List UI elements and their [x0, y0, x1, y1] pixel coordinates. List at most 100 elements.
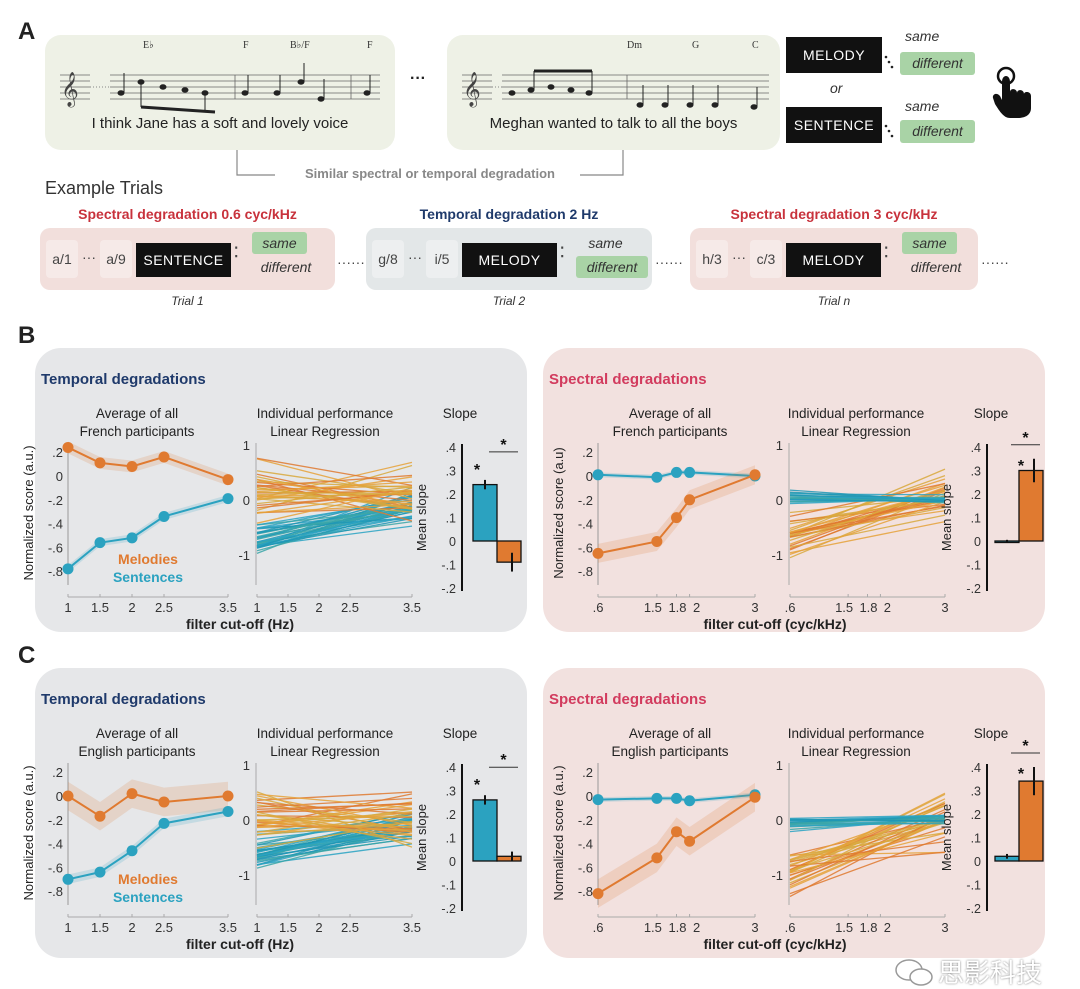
x-tick-label: 2: [315, 600, 322, 615]
y-tick-label: .4: [971, 761, 981, 775]
individual-line-melodies: [256, 486, 413, 505]
bar-melodies: [496, 540, 522, 563]
y-tick-label: .4: [446, 441, 456, 455]
x-tick-label: .6: [785, 600, 796, 615]
y-tick-label: .1: [446, 512, 456, 526]
data-point-sentences: [62, 873, 74, 885]
individual-line-melodies: [256, 824, 413, 830]
data-point-sentences: [671, 792, 682, 804]
confidence-band: [68, 806, 228, 885]
individual-line-melodies: [789, 832, 946, 857]
data-point-sentences: [651, 792, 663, 804]
y-tick-label: 0: [586, 789, 593, 804]
individual-line-melodies: [789, 817, 946, 861]
panel-label-c: C: [18, 642, 36, 669]
individual-line-melodies: [256, 791, 413, 801]
x-tick-label: 1.5: [91, 600, 109, 615]
panel-label-a: A: [18, 18, 36, 45]
y-tick-label: .2: [446, 488, 456, 502]
subplot-title: Individual performance: [257, 406, 394, 421]
subplot-title: Slope: [974, 406, 1009, 421]
y-tick-label: .4: [446, 761, 456, 775]
individual-line-melodies: [256, 486, 413, 510]
individual-line-melodies: [256, 820, 413, 837]
chord-label: E♭: [143, 40, 154, 51]
y-tick-label: -.2: [48, 493, 63, 508]
individual-line-melodies: [256, 481, 413, 493]
significance-star: *: [1018, 766, 1025, 783]
x-tick-label: .6: [593, 600, 604, 615]
y-tick-label: 0: [56, 789, 63, 804]
trial-separator: ······: [655, 254, 683, 270]
panel-title: Spectral degradations: [549, 691, 707, 708]
bar-sentences: [472, 483, 498, 542]
individual-line-sentences: [256, 501, 413, 535]
data-point-sentences: [222, 493, 234, 505]
x-tick-label: 1.5: [91, 920, 109, 935]
individual-line-melodies: [256, 507, 413, 514]
subplot-title: Average of all: [96, 726, 178, 741]
individual-line-sentences: [789, 499, 946, 503]
x-tick-label: 1.5: [279, 920, 297, 935]
trial-label: Trial 1: [171, 294, 204, 308]
trial-label: Trial 2: [492, 294, 526, 308]
y-tick-label: .2: [446, 808, 456, 822]
y-tick-label: 0: [776, 813, 783, 828]
individual-line-melodies: [789, 798, 946, 872]
y-tick-label: -.8: [578, 884, 593, 899]
y-tick-label: .3: [971, 465, 981, 479]
y-tick-label: 0: [449, 855, 456, 869]
y-tick-label: .2: [971, 488, 981, 502]
x-tick-label: 1: [64, 600, 71, 615]
chord-label: F: [243, 40, 249, 51]
ellipsis: ···: [408, 249, 422, 265]
y-axis-label: Mean slope: [414, 804, 429, 871]
subplot-title: English participants: [78, 744, 195, 759]
bar-melodies: [1018, 469, 1044, 542]
individual-line-sentences: [789, 491, 946, 502]
same-option: same: [902, 232, 957, 254]
y-tick-label: .2: [582, 765, 593, 780]
data-point-melodies: [651, 535, 663, 547]
x-tick-label: 1: [64, 920, 71, 935]
y-tick-label: .3: [446, 785, 456, 799]
data-point-melodies: [158, 796, 170, 808]
significance-star: *: [474, 462, 481, 479]
dotted-connectors: [884, 55, 894, 138]
individual-line-sentences: [789, 493, 946, 496]
wechat-icon: [895, 959, 933, 986]
subplot-title: Slope: [974, 726, 1009, 741]
x-tick-label: 3.5: [403, 600, 421, 615]
significance-star: *: [500, 752, 507, 769]
y-tick-label: -.2: [966, 902, 981, 916]
x-tick-label: 2.5: [341, 920, 359, 935]
panel-title: Temporal degradations: [41, 371, 206, 388]
y-tick-label: .1: [971, 832, 981, 846]
panel-c-temporal-box: [35, 668, 527, 958]
subplot-title: French participants: [80, 424, 195, 439]
different-option: different: [576, 256, 648, 278]
x-tick-label: 3: [941, 920, 948, 935]
trial-title: Spectral degradation 0.6 cyc/kHz: [78, 206, 297, 222]
data-point-melodies: [592, 888, 604, 900]
individual-line-sentences: [256, 508, 413, 526]
subplot-title: Average of all: [629, 406, 711, 421]
x-tick-label: 1.8: [859, 600, 877, 615]
x-tick-label: 1: [253, 600, 260, 615]
stimulus-tag: h/3: [696, 240, 728, 278]
dotted-connector: ⁚: [560, 244, 565, 260]
dotted-connector: ⁚: [234, 244, 239, 260]
individual-line-sentences: [789, 496, 946, 504]
ellipsis: ···: [410, 70, 426, 87]
subplot-title: Individual performance: [788, 406, 925, 421]
data-point-melodies: [222, 790, 234, 802]
y-tick-label: -.2: [578, 493, 593, 508]
confidence-band: [68, 779, 228, 831]
y-tick-label: 0: [243, 813, 250, 828]
or-label: or: [830, 80, 843, 96]
y-tick-label: 0: [449, 535, 456, 549]
y-tick-label: 1: [776, 758, 783, 773]
data-point-sentences: [651, 471, 663, 483]
data-point-melodies: [592, 547, 604, 559]
subplot-title: English participants: [611, 744, 728, 759]
